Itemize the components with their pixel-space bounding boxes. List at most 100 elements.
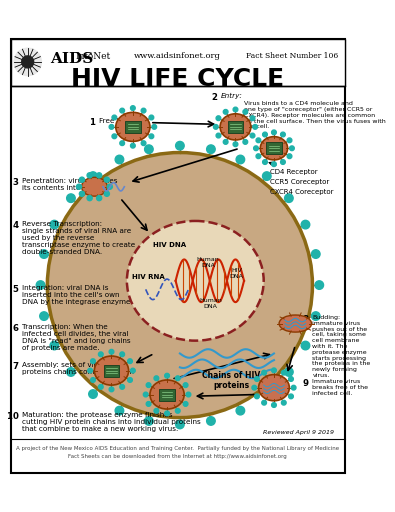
Circle shape — [149, 134, 154, 139]
Circle shape — [120, 385, 124, 389]
Circle shape — [282, 400, 286, 405]
Circle shape — [291, 386, 296, 390]
Circle shape — [250, 133, 255, 138]
Text: CCR5 Coreceptor: CCR5 Coreceptor — [270, 179, 329, 185]
Circle shape — [130, 368, 135, 373]
Circle shape — [14, 48, 41, 76]
Text: Maturation: the protease enzyme finishes
cutting HIV protein chains into individ: Maturation: the protease enzyme finishes… — [22, 412, 200, 432]
Circle shape — [287, 154, 292, 159]
Circle shape — [223, 110, 228, 114]
Text: Penetration: virus empties
its contents into cell.: Penetration: virus empties its contents … — [22, 178, 117, 191]
Circle shape — [165, 411, 169, 416]
Circle shape — [186, 392, 191, 397]
Circle shape — [128, 378, 132, 382]
Text: InfoNet: InfoNet — [75, 52, 111, 60]
Circle shape — [120, 352, 124, 357]
Text: Human
DNA: Human DNA — [199, 298, 222, 309]
Text: CD4 Receptor: CD4 Receptor — [269, 162, 317, 175]
Text: A project of the New Mexico AIDS Education and Training Center.  Partially funde: A project of the New Mexico AIDS Educati… — [16, 446, 339, 451]
Circle shape — [175, 376, 180, 380]
Circle shape — [223, 140, 228, 144]
Circle shape — [236, 155, 245, 164]
Circle shape — [104, 177, 109, 182]
Circle shape — [120, 108, 124, 113]
Circle shape — [88, 368, 92, 373]
Circle shape — [97, 173, 102, 178]
Ellipse shape — [127, 221, 264, 340]
Circle shape — [130, 143, 135, 148]
Text: Free Virus: Free Virus — [99, 118, 135, 124]
Circle shape — [263, 132, 267, 137]
Circle shape — [183, 401, 188, 407]
Circle shape — [90, 359, 95, 364]
Circle shape — [79, 191, 85, 196]
Circle shape — [40, 312, 48, 321]
Circle shape — [22, 56, 34, 68]
Circle shape — [263, 390, 271, 398]
Text: Human
DNA: Human DNA — [197, 257, 220, 268]
Text: Transcription: When the
infected cell divides, the viral
DNA is "read" and long : Transcription: When the infected cell di… — [22, 324, 130, 351]
Circle shape — [145, 145, 153, 154]
Text: Entry:: Entry: — [221, 93, 243, 99]
Circle shape — [115, 155, 124, 164]
Text: 7: 7 — [13, 362, 22, 371]
Circle shape — [77, 184, 81, 189]
Circle shape — [272, 402, 276, 408]
Circle shape — [289, 394, 293, 399]
Circle shape — [236, 407, 245, 415]
Circle shape — [146, 401, 151, 407]
Circle shape — [284, 368, 293, 376]
Circle shape — [79, 177, 85, 182]
Text: HIV
DNA: HIV DNA — [229, 268, 243, 279]
Circle shape — [290, 146, 294, 151]
Circle shape — [256, 138, 261, 143]
Circle shape — [109, 387, 114, 392]
Circle shape — [287, 138, 292, 143]
Circle shape — [253, 124, 258, 129]
Circle shape — [254, 394, 259, 399]
Circle shape — [50, 220, 58, 229]
Text: Reverse Transcription:
single strands of viral RNA are
used by the reverse
trans: Reverse Transcription: single strands of… — [22, 221, 135, 255]
Circle shape — [143, 392, 148, 397]
Circle shape — [250, 116, 255, 120]
Circle shape — [152, 124, 156, 129]
Circle shape — [254, 377, 259, 381]
Circle shape — [315, 281, 324, 289]
Text: Virus binds to a CD4 molecule and
one type of "coreceptor" (either CCR5 or
CXCR4: Virus binds to a CD4 molecule and one ty… — [244, 101, 386, 130]
Circle shape — [112, 115, 117, 120]
Circle shape — [216, 133, 221, 138]
Bar — [11, 39, 345, 86]
Ellipse shape — [259, 375, 290, 401]
Circle shape — [89, 172, 97, 180]
Circle shape — [301, 220, 310, 229]
Circle shape — [301, 342, 310, 350]
Text: HIV RNA: HIV RNA — [132, 274, 165, 280]
Text: Chains of HIV
proteins: Chains of HIV proteins — [202, 371, 260, 390]
Ellipse shape — [279, 315, 312, 332]
Circle shape — [98, 385, 103, 389]
Circle shape — [104, 191, 109, 196]
Ellipse shape — [116, 112, 150, 141]
Text: Assembly: sets of viral
proteins chains come together.: Assembly: sets of viral proteins chains … — [22, 362, 134, 375]
Circle shape — [280, 160, 285, 164]
Circle shape — [207, 145, 215, 154]
Circle shape — [165, 373, 169, 378]
FancyBboxPatch shape — [266, 142, 282, 154]
Text: 3: 3 — [13, 178, 22, 187]
Circle shape — [87, 173, 92, 178]
Circle shape — [233, 107, 238, 112]
Text: Budding:
immature virus
pushes out of the
cell, taking some
cell membrane
with i: Budding: immature virus pushes out of th… — [312, 315, 371, 378]
Text: 1: 1 — [90, 118, 99, 127]
Text: 10: 10 — [7, 412, 22, 421]
Circle shape — [312, 312, 320, 321]
FancyBboxPatch shape — [11, 39, 345, 473]
Circle shape — [87, 196, 92, 201]
Circle shape — [252, 386, 257, 390]
Circle shape — [145, 417, 153, 425]
Text: Fact Sheet Number 106: Fact Sheet Number 106 — [246, 52, 338, 59]
Circle shape — [272, 162, 276, 166]
Circle shape — [98, 352, 103, 357]
Text: 9: 9 — [303, 379, 312, 388]
Circle shape — [243, 110, 248, 114]
FancyBboxPatch shape — [159, 389, 175, 400]
